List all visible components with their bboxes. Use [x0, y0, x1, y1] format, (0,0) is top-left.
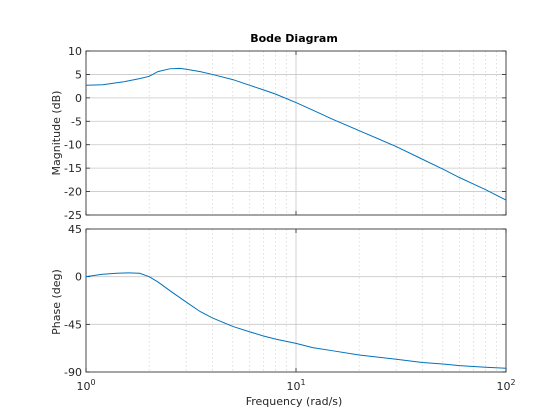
y-tick-label: -10 — [64, 139, 82, 152]
y-tick-label: 5 — [75, 68, 82, 81]
y-tick-label: 0 — [75, 92, 82, 105]
phase-curve — [85, 272, 507, 369]
x-tick-label: 101 — [286, 378, 305, 393]
x-tick-labels: 100 101 102 — [76, 378, 515, 393]
chart-title: Bode Diagram — [250, 32, 338, 45]
y-tick-label: -15 — [64, 162, 82, 175]
y-tick-label: -45 — [64, 318, 82, 331]
y-tick-label: 0 — [75, 271, 82, 284]
phase-panel: 45 0 -45 -90 — [64, 223, 507, 379]
axes-frame — [85, 228, 507, 373]
y-tick-label: 10 — [68, 45, 82, 58]
phase-axis-label: Phase (deg) — [50, 269, 63, 335]
axes-frame — [85, 50, 507, 216]
y-tick-label: -90 — [64, 366, 82, 379]
x-axis-label: Frequency (rad/s) — [246, 395, 343, 408]
x-tick-label: 102 — [496, 378, 515, 393]
y-tick-label: -5 — [71, 115, 82, 128]
magnitude-panel: 10 5 0 -5 -10 -15 -20 -25 — [64, 45, 507, 222]
magnitude-curve — [85, 67, 507, 201]
y-tick-label: -25 — [64, 209, 82, 222]
x-tick-label: 100 — [76, 378, 95, 393]
magnitude-axis-label: Magnitude (dB) — [50, 91, 63, 176]
y-tick-label: 45 — [68, 223, 82, 236]
y-tick-label: -20 — [64, 186, 82, 199]
